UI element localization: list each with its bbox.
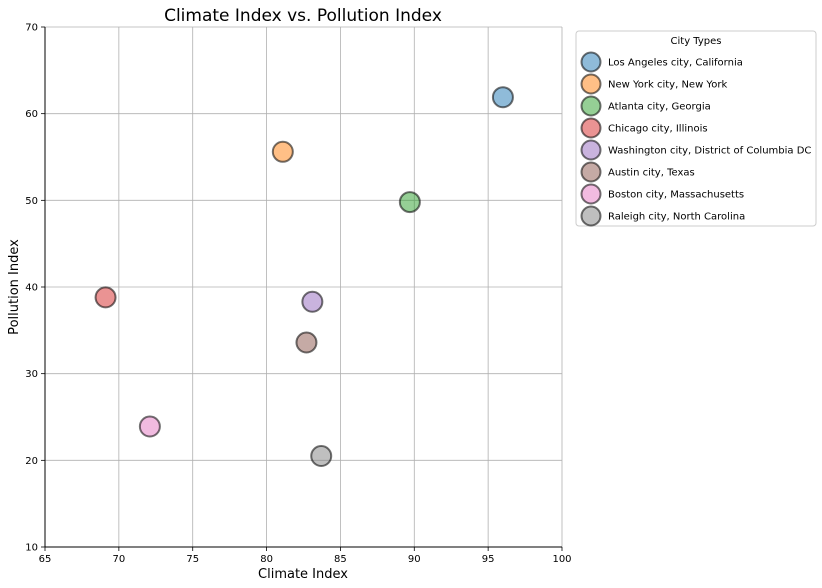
y-tick-label: 10 [25, 543, 38, 554]
legend-label: Washington city, District of Columbia DC [608, 146, 811, 157]
y-tick-label: 30 [25, 369, 38, 380]
legend-label: Chicago city, Illinois [608, 124, 708, 135]
data-point-4 [301, 290, 324, 313]
legend-marker [580, 73, 602, 95]
y-tick-label: 20 [25, 456, 38, 467]
legend-marker [580, 161, 602, 183]
legend: City Types Los Angeles city, California N… [575, 30, 817, 227]
y-tick-label: 50 [25, 196, 38, 207]
legend-marker [580, 205, 602, 227]
legend-label: Atlanta city, Georgia [608, 102, 711, 113]
legend-marker [580, 95, 602, 117]
x-tick-label: 70 [112, 554, 125, 565]
x-tick-label: 100 [552, 554, 571, 565]
legend-label: Los Angeles city, California [608, 58, 743, 69]
data-point-0 [491, 86, 514, 109]
data-points [94, 86, 514, 467]
data-point-5 [295, 331, 318, 354]
legend-marker [580, 51, 602, 73]
x-tick-label: 80 [260, 554, 273, 565]
legend-marker [580, 117, 602, 139]
tick-labels: 65 70 75 80 85 90 95 100 10 20 30 40 50 60 70 [25, 23, 571, 566]
grid-lines [44, 26, 563, 548]
y-tick-label: 70 [25, 23, 38, 34]
y-tick-label: 40 [25, 283, 38, 294]
chart-title: Climate Index vs. Pollution Index [164, 6, 442, 26]
y-tick-label: 60 [25, 109, 38, 120]
x-tick-label: 75 [186, 554, 199, 565]
legend-items: Los Angeles city, California New York cit… [580, 51, 811, 227]
data-point-2 [398, 191, 421, 214]
x-axis-title: Climate Index [258, 567, 348, 582]
data-point-7 [310, 445, 333, 467]
x-tick-label: 90 [408, 554, 421, 565]
x-tick-label: 85 [334, 554, 347, 565]
data-point-3 [94, 286, 117, 309]
legend-marker [580, 183, 602, 205]
legend-marker [580, 139, 602, 161]
legend-title: City Types [671, 36, 722, 47]
x-tick-label: 65 [39, 554, 52, 565]
legend-label: Boston city, Massachusetts [608, 190, 744, 201]
legend-label: Austin city, Texas [608, 168, 695, 179]
data-point-6 [138, 415, 161, 438]
x-tick-label: 95 [482, 554, 495, 565]
data-point-1 [271, 140, 294, 163]
legend-label: New York city, New York [608, 80, 727, 91]
y-axis-title: Pollution Index [7, 239, 22, 335]
legend-frame [575, 30, 817, 227]
legend-label: Raleigh city, North Carolina [608, 212, 745, 223]
